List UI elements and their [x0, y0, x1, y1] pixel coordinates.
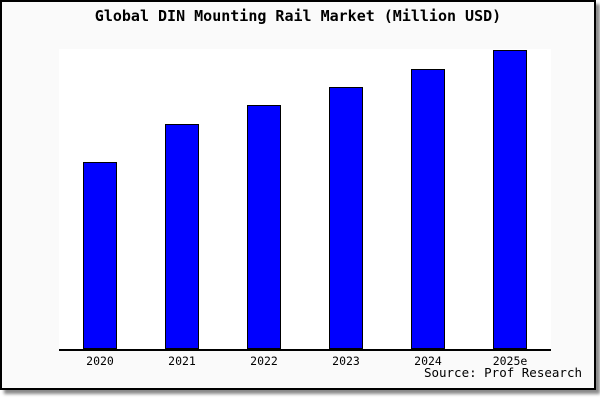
bar-2020 — [83, 162, 117, 349]
x-tick-label-2020: 2020 — [86, 354, 114, 368]
bar-2021 — [165, 124, 199, 349]
x-tick-label-2023: 2023 — [332, 354, 360, 368]
plot-area — [59, 49, 551, 351]
bar-2022 — [247, 105, 281, 349]
bar-2023 — [329, 87, 363, 349]
chart-title: Global DIN Mounting Rail Market (Million… — [94, 7, 502, 25]
x-tick-label-2025e: 2025e — [492, 354, 528, 368]
x-tick-label-2024: 2024 — [414, 354, 442, 368]
bar-2024 — [411, 69, 445, 349]
x-axis-labels: 2020 2021 2022 2023 2024 2025e — [59, 354, 551, 370]
bar-2025e — [493, 50, 527, 349]
source-note: Source: Prof Research — [423, 365, 582, 380]
x-tick-label-2021: 2021 — [168, 354, 196, 368]
x-tick-label-2022: 2022 — [250, 354, 278, 368]
chart-panel: Global DIN Mounting Rail Market (Million… — [0, 0, 596, 390]
